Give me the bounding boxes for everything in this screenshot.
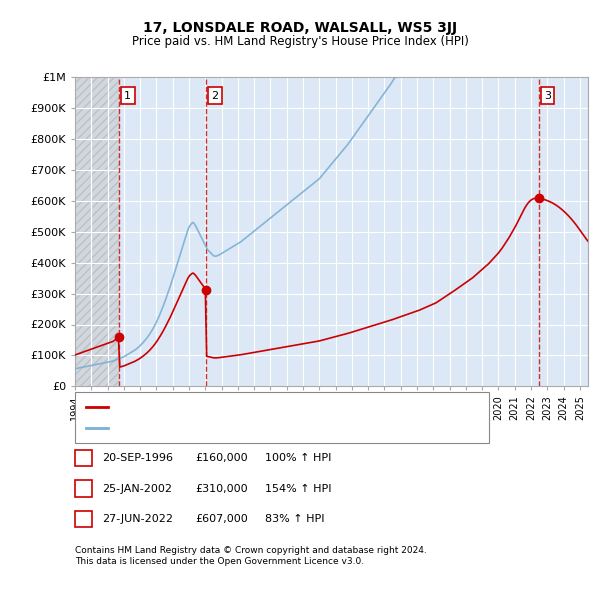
Text: 2: 2 [80, 484, 87, 493]
Text: Price paid vs. HM Land Registry's House Price Index (HPI): Price paid vs. HM Land Registry's House … [131, 35, 469, 48]
Text: 20-SEP-1996: 20-SEP-1996 [103, 453, 173, 463]
Text: 1: 1 [124, 91, 131, 101]
Text: 25-JAN-2002: 25-JAN-2002 [103, 484, 173, 493]
Bar [119, 77, 206, 386]
Text: £607,000: £607,000 [196, 514, 248, 524]
Text: 100% ↑ HPI: 100% ↑ HPI [265, 453, 331, 463]
Text: 3: 3 [544, 91, 551, 101]
Bar [75, 77, 119, 386]
Text: 27-JUN-2022: 27-JUN-2022 [103, 514, 173, 524]
Text: Contains HM Land Registry data © Crown copyright and database right 2024.
This d: Contains HM Land Registry data © Crown c… [75, 546, 427, 566]
Text: £160,000: £160,000 [196, 453, 248, 463]
Text: 1: 1 [80, 453, 87, 463]
Text: 154% ↑ HPI: 154% ↑ HPI [265, 484, 331, 493]
Bar [206, 77, 539, 386]
Text: 2: 2 [211, 91, 218, 101]
Text: HPI: Average price, detached house, Walsall: HPI: Average price, detached house, Wals… [112, 424, 353, 434]
Text: 17, LONSDALE ROAD, WALSALL, WS5 3JJ: 17, LONSDALE ROAD, WALSALL, WS5 3JJ [143, 21, 457, 35]
Bar [539, 77, 588, 386]
Text: 17, LONSDALE ROAD, WALSALL, WS5 3JJ (detached house): 17, LONSDALE ROAD, WALSALL, WS5 3JJ (det… [112, 402, 433, 412]
Text: 3: 3 [80, 514, 87, 524]
Text: 83% ↑ HPI: 83% ↑ HPI [265, 514, 324, 524]
Text: £310,000: £310,000 [196, 484, 248, 493]
